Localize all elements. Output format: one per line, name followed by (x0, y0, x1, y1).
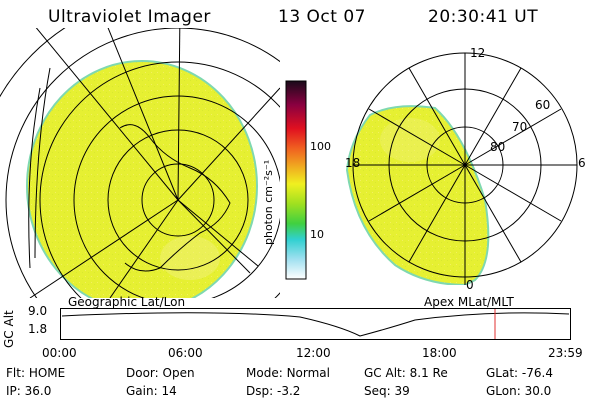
mlat-mlt-image (345, 52, 578, 285)
mlt-label-18: 18 (345, 156, 361, 170)
info-glat: GLat: -76.4 (486, 366, 553, 380)
orbit-xtick-3: 18:00 (422, 346, 457, 360)
info-dsp: Dsp: -3.2 (246, 384, 301, 398)
mlt-label-6: 6 (578, 156, 586, 170)
mlat-label-60: 60 (535, 98, 551, 112)
date-label: 13 Oct 07 (278, 7, 366, 27)
orbit-ytick-bottom: 1.8 (28, 322, 48, 336)
info-mode: Mode: Normal (246, 366, 330, 380)
info-flt: Flt: HOME (6, 366, 66, 380)
app-title: Ultraviolet Imager (48, 7, 211, 27)
mlat-label-80: 80 (490, 140, 506, 154)
info-gc-alt: GC Alt: 8.1 Re (364, 366, 448, 380)
orbit-xtick-2: 12:00 (296, 346, 331, 360)
info-seq: Seq: 39 (364, 384, 410, 398)
geographic-image (0, 28, 280, 298)
right-panel-label: Apex MLat/MLT (424, 295, 514, 309)
time-label: 20:30:41 UT (428, 7, 539, 27)
orbit-xtick-1: 06:00 (168, 346, 203, 360)
orbit-plot (60, 308, 571, 340)
orbit-xtick-0: 00:00 (42, 346, 77, 360)
colorbar (285, 80, 307, 280)
colorbar-unit-label: photon cm⁻²s⁻¹ (262, 159, 275, 245)
left-panel-label: Geographic Lat/Lon (68, 295, 186, 309)
mlt-label-12: 12 (470, 46, 486, 60)
mlt-label-0: 0 (466, 278, 474, 292)
mlat-label-70: 70 (512, 120, 528, 134)
info-ip: IP: 36.0 (6, 384, 52, 398)
orbit-altitude-curve (61, 312, 570, 337)
colorbar-tick-10: 10 (310, 228, 324, 241)
info-glon: GLon: 30.0 (486, 384, 552, 398)
orbit-axis-label: GC Alt (2, 310, 16, 348)
orbit-ytick-top: 9.0 (28, 304, 48, 318)
orbit-xtick-4: 23:59 (548, 346, 583, 360)
colorbar-tick-100: 100 (310, 140, 331, 153)
info-gain: Gain: 14 (126, 384, 177, 398)
info-door: Door: Open (126, 366, 195, 380)
uv-image-disk-left (26, 60, 258, 298)
